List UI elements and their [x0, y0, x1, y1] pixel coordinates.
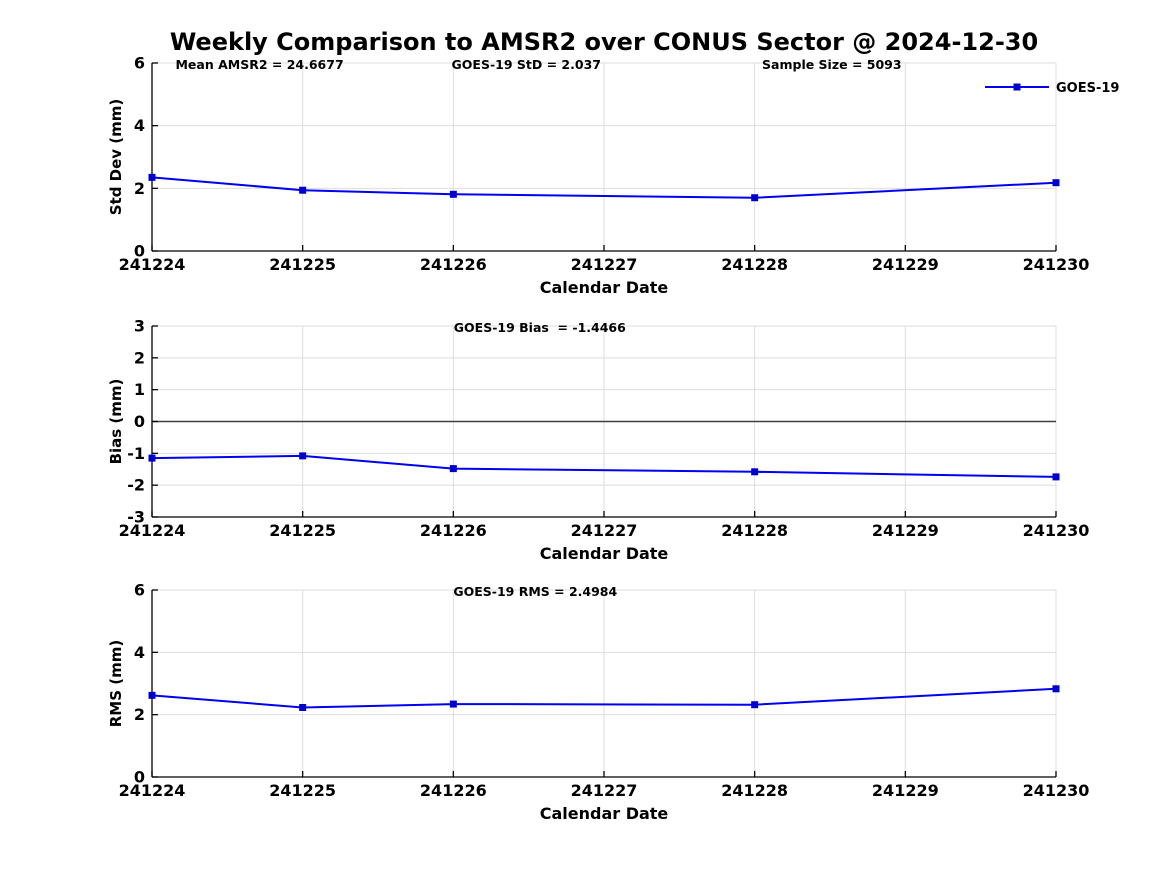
legend-marker-sample	[1013, 83, 1021, 91]
x-tick-label: 241225	[269, 521, 336, 540]
data-point-marker	[299, 703, 307, 711]
y-tick-label: -2	[127, 476, 145, 495]
annotation-text: GOES-19 Bias = -1.4466	[454, 320, 626, 335]
y-axis-title: Std Dev (mm)	[107, 99, 125, 216]
y-axis-title: RMS (mm)	[107, 640, 125, 727]
x-tick-label: 241224	[119, 521, 186, 540]
legend: GOES-19	[985, 81, 1119, 96]
annotation-text: Sample Size = 5093	[762, 57, 902, 72]
annotation-text: GOES-19 RMS = 2.4984	[453, 584, 617, 599]
subplot-rms: 241224 241225 241226 241227 241228 241229 2412…	[107, 581, 1089, 824]
x-tick-label: 241226	[420, 255, 487, 274]
x-tick-label: 241226	[420, 781, 487, 800]
x-axis-title: Calendar Date	[540, 278, 669, 297]
y-tick-label: 4	[134, 643, 145, 662]
x-axis-title: Calendar Date	[540, 804, 669, 823]
subplot-stddev: 241224 241225 241226 241227 241228 241229 2412…	[107, 54, 1119, 298]
y-tick-label: -1	[127, 444, 145, 463]
x-tick-label: 241225	[269, 781, 336, 800]
y-tick-label: 0	[134, 242, 145, 261]
x-tick-label: 241226	[420, 521, 487, 540]
y-tick-label: 2	[134, 705, 145, 724]
annotation-text: GOES-19 StD = 2.037	[452, 57, 601, 72]
data-point-marker	[751, 701, 759, 709]
data-point-marker	[449, 190, 457, 198]
x-axis-title: Calendar Date	[540, 544, 669, 563]
x-tick-label: 241228	[721, 521, 788, 540]
y-tick-label: 6	[134, 581, 145, 600]
x-tick-label: 241224	[119, 255, 186, 274]
x-tick-label: 241230	[1023, 781, 1090, 800]
y-tick-label: 3	[134, 317, 145, 336]
subplot-bias: 241224 241225 241226 241227 241228 241229 2412…	[107, 317, 1089, 564]
chart-title: Weekly Comparison to AMSR2 over CONUS Se…	[169, 28, 1039, 56]
data-point-marker	[449, 700, 457, 708]
data-point-marker	[148, 691, 156, 699]
x-tick-label: 241227	[571, 781, 638, 800]
x-tick-label: 241230	[1023, 255, 1090, 274]
data-point-marker	[299, 186, 307, 194]
x-tick-label: 241229	[872, 781, 939, 800]
x-tick-label: 241229	[872, 255, 939, 274]
y-tick-label: 1	[134, 380, 145, 399]
x-tick-label: 241228	[721, 781, 788, 800]
y-tick-label: 6	[134, 54, 145, 73]
x-tick-label: 241229	[872, 521, 939, 540]
y-tick-label: -3	[127, 508, 145, 527]
y-tick-label: 2	[134, 348, 145, 367]
x-tick-label: 241224	[119, 781, 186, 800]
x-tick-label: 241230	[1023, 521, 1090, 540]
data-point-marker	[449, 465, 457, 473]
annotation-text: Mean AMSR2 = 24.6677	[175, 57, 343, 72]
data-point-marker	[751, 468, 759, 476]
y-axis-title: Bias (mm)	[107, 379, 125, 465]
data-point-marker	[1052, 179, 1060, 187]
y-tick-label: 4	[134, 116, 145, 135]
legend-label: GOES-19	[1056, 81, 1119, 96]
x-tick-label: 241227	[571, 255, 638, 274]
x-tick-label: 241228	[721, 255, 788, 274]
data-point-marker	[148, 454, 156, 462]
data-point-marker	[299, 452, 307, 460]
y-tick-label: 0	[134, 768, 145, 787]
y-tick-label: 2	[134, 179, 145, 198]
data-point-marker	[751, 194, 759, 202]
data-point-marker	[1052, 473, 1060, 481]
x-tick-label: 241225	[269, 255, 336, 274]
y-tick-label: 0	[134, 412, 145, 431]
data-point-marker	[1052, 685, 1060, 693]
data-point-marker	[148, 173, 156, 181]
x-tick-label: 241227	[571, 521, 638, 540]
